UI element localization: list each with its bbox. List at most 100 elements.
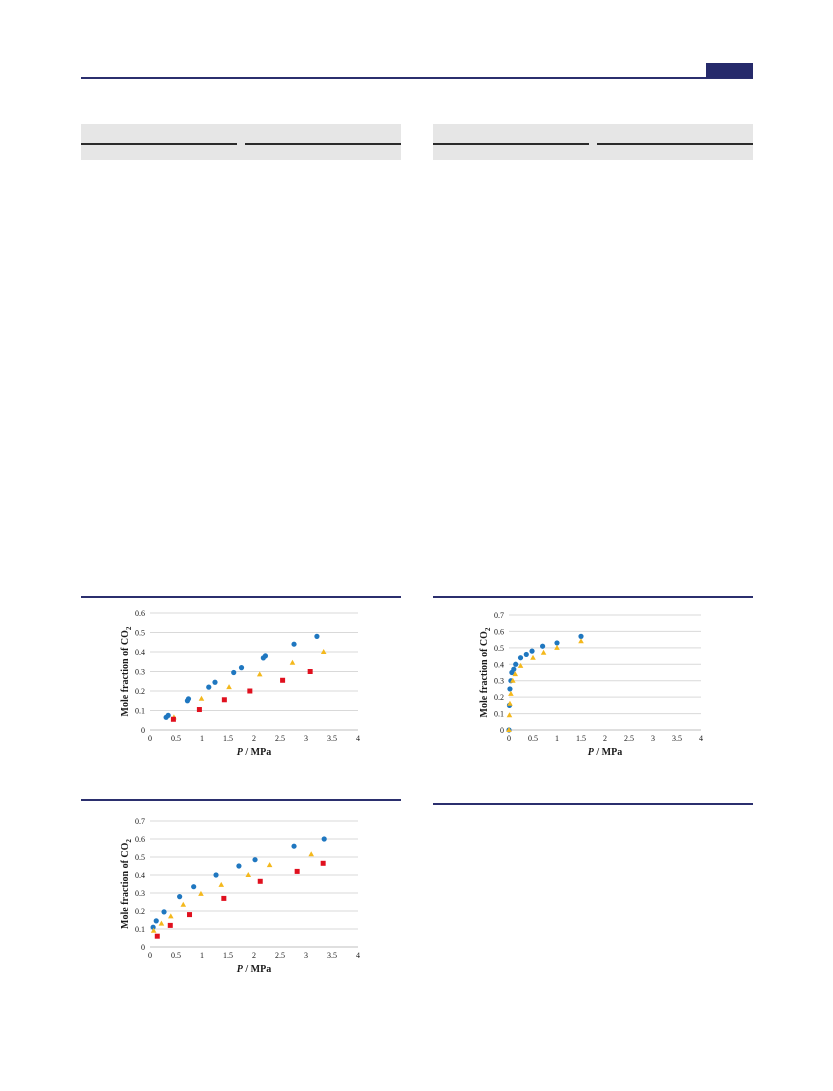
figure-rule [81, 799, 401, 801]
data-point-triangle [506, 712, 513, 718]
x-tick-label: 2.5 [275, 734, 285, 743]
data-point-triangle [308, 851, 314, 857]
data-point-circle [231, 669, 237, 676]
data-point-triangle [540, 649, 547, 655]
y-tick-label: 0.7 [135, 817, 145, 826]
data-point-circle [321, 836, 327, 842]
data-point-square [247, 688, 253, 694]
x-tick-label: 0.5 [528, 734, 538, 743]
data-point-square [221, 697, 227, 703]
x-tick-label: 1.5 [576, 734, 586, 743]
data-point-square [196, 707, 202, 713]
data-point-square [280, 677, 286, 683]
y-tick-label: 0.5 [135, 853, 145, 862]
data-point-square [154, 933, 160, 939]
data-point-square [167, 922, 173, 928]
x-axis-label: P / MPa [237, 964, 271, 975]
data-point-triangle [218, 881, 225, 887]
x-axis-label: P / MPa [237, 747, 271, 758]
data-point-square [187, 912, 193, 918]
data-point-circle [161, 909, 167, 915]
x-tick-label: 1 [200, 951, 204, 960]
y-tick-label: 0.3 [494, 677, 504, 686]
data-point-circle [262, 653, 269, 659]
data-point-triangle [158, 920, 165, 926]
data-point-square [320, 860, 326, 866]
data-point-circle [291, 641, 297, 647]
data-point-circle [150, 924, 156, 930]
y-tick-label: 0 [500, 726, 504, 735]
data-point-circle [578, 633, 584, 639]
x-tick-label: 3 [651, 734, 655, 743]
data-point-circle [165, 712, 171, 718]
x-tick-label: 2.5 [624, 734, 634, 743]
data-point-circle [177, 894, 183, 900]
data-point-circle [529, 648, 535, 654]
data-point-triangle [289, 659, 296, 665]
data-point-triangle [266, 862, 273, 868]
data-point-circle [153, 918, 159, 924]
table-header-rule [597, 143, 753, 145]
x-tick-label: 1 [555, 734, 559, 743]
x-tick-label: 3 [304, 734, 308, 743]
x-tick-label: 3.5 [327, 734, 337, 743]
y-tick-label: 0.3 [135, 668, 145, 677]
x-tick-label: 0.5 [171, 951, 181, 960]
data-point-circle [185, 696, 192, 702]
data-point-triangle [530, 654, 536, 660]
data-point-triangle [180, 901, 187, 907]
data-point-circle [517, 655, 524, 661]
y-tick-label: 0.7 [494, 611, 504, 620]
data-point-triangle [512, 671, 519, 677]
data-point-circle [291, 843, 297, 849]
data-point-triangle [510, 677, 516, 683]
y-tick-label: 0.6 [135, 609, 145, 618]
data-point-triangle [198, 890, 204, 896]
y-axis-label: Mole fraction of CO2 [120, 626, 133, 716]
figure-rule [81, 596, 401, 598]
table-header-right [433, 124, 753, 160]
y-tick-label: 0.6 [494, 627, 504, 636]
table-header-rule [81, 143, 237, 145]
data-point-triangle [508, 690, 514, 696]
x-tick-label: 4 [356, 951, 360, 960]
data-point-circle [507, 686, 513, 692]
x-tick-label: 4 [356, 734, 360, 743]
x-tick-label: 0.5 [171, 734, 181, 743]
x-tick-label: 3.5 [672, 734, 682, 743]
y-tick-label: 0.2 [494, 693, 504, 702]
data-point-circle [213, 872, 219, 878]
data-point-circle [554, 640, 560, 646]
data-point-triangle [320, 649, 327, 654]
data-point-circle [513, 661, 519, 667]
data-point-circle [206, 684, 212, 690]
table-header-shade [433, 124, 753, 160]
data-point-square [294, 868, 300, 874]
figure-rule [433, 596, 753, 598]
data-point-circle [540, 643, 546, 649]
y-axis-label: Mole fraction of CO2 [479, 627, 492, 717]
data-point-triangle [245, 872, 252, 877]
y-tick-label: 0 [141, 726, 145, 735]
data-point-circle [236, 863, 242, 869]
y-tick-label: 0.4 [494, 660, 504, 669]
x-tick-label: 4 [699, 734, 703, 743]
data-point-square [221, 895, 227, 901]
x-tick-label: 0 [148, 734, 152, 743]
data-point-circle [523, 651, 529, 658]
data-point-triangle [198, 695, 205, 701]
table-header-rule [433, 143, 589, 145]
y-tick-label: 0.2 [135, 687, 145, 696]
x-axis-label: P / MPa [588, 747, 622, 758]
data-point-triangle [554, 644, 560, 650]
page-number-tab [706, 63, 753, 78]
x-tick-label: 1.5 [223, 734, 233, 743]
data-point-square [170, 716, 176, 722]
data-point-triangle [517, 662, 524, 668]
y-tick-label: 0.6 [135, 835, 145, 844]
data-point-circle [191, 884, 197, 890]
y-tick-label: 0.1 [135, 707, 145, 716]
